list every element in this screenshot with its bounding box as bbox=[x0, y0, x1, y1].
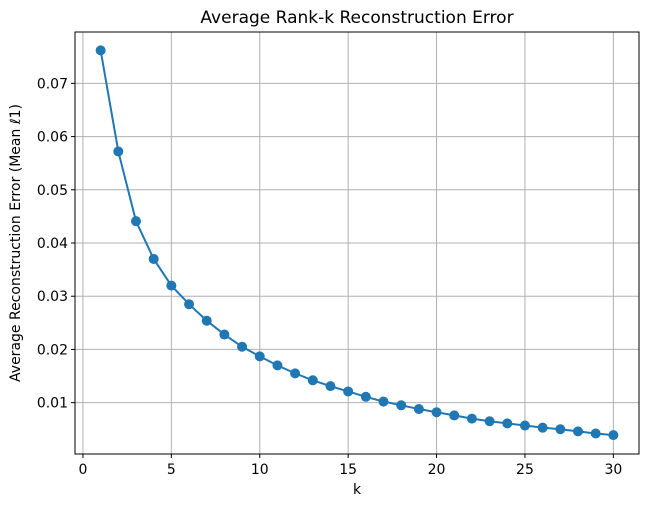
series-layer bbox=[95, 45, 619, 441]
x-tick-label: 20 bbox=[428, 462, 446, 478]
y-axis-label: Average Reconstruction Error (Mean ℓ1) bbox=[8, 104, 24, 382]
y-tick-label: 0.05 bbox=[37, 183, 68, 199]
y-tick-label: 0.07 bbox=[37, 76, 68, 92]
data-point bbox=[519, 420, 530, 431]
data-point bbox=[219, 329, 230, 340]
data-point bbox=[343, 386, 354, 397]
data-point bbox=[413, 404, 424, 415]
data-point bbox=[290, 368, 301, 379]
y-tick-label: 0.06 bbox=[37, 130, 68, 146]
data-point bbox=[378, 396, 389, 407]
x-tick-label: 30 bbox=[604, 462, 622, 478]
data-point bbox=[466, 413, 477, 424]
data-point bbox=[113, 146, 124, 157]
data-point bbox=[537, 422, 548, 433]
data-point bbox=[237, 341, 248, 352]
data-point bbox=[166, 280, 177, 291]
axis-ticks: 0 5 10 15 20 25 30 0.01 0.02 0.03 0.04 0.05 0.06 0.07 bbox=[37, 76, 622, 478]
data-point bbox=[396, 400, 407, 411]
y-tick-label: 0.04 bbox=[37, 236, 68, 252]
chart-title: Average Rank-k Reconstruction Error bbox=[200, 8, 513, 28]
data-point bbox=[325, 381, 336, 392]
x-axis-label: k bbox=[353, 482, 362, 498]
y-tick-label: 0.01 bbox=[37, 396, 68, 412]
data-point bbox=[608, 430, 619, 441]
data-point bbox=[184, 299, 195, 310]
x-tick-label: 0 bbox=[78, 462, 87, 478]
data-point bbox=[502, 418, 513, 429]
data-point bbox=[95, 45, 106, 56]
grid-lines bbox=[75, 32, 639, 454]
x-tick-label: 5 bbox=[167, 462, 176, 478]
data-point bbox=[573, 426, 584, 437]
data-point bbox=[555, 424, 566, 435]
data-point bbox=[484, 416, 495, 427]
data-point bbox=[449, 410, 460, 421]
data-point bbox=[431, 407, 442, 418]
y-tick-label: 0.02 bbox=[37, 342, 68, 358]
data-point bbox=[360, 391, 371, 402]
x-tick-label: 15 bbox=[339, 462, 357, 478]
data-point bbox=[201, 315, 212, 326]
data-point bbox=[272, 360, 283, 371]
data-point bbox=[130, 216, 141, 227]
x-tick-label: 10 bbox=[251, 462, 269, 478]
data-point bbox=[590, 428, 601, 439]
data-point bbox=[254, 351, 265, 362]
x-tick-label: 25 bbox=[516, 462, 534, 478]
data-point bbox=[148, 253, 159, 264]
y-tick-label: 0.03 bbox=[37, 289, 68, 305]
data-point bbox=[307, 375, 318, 386]
